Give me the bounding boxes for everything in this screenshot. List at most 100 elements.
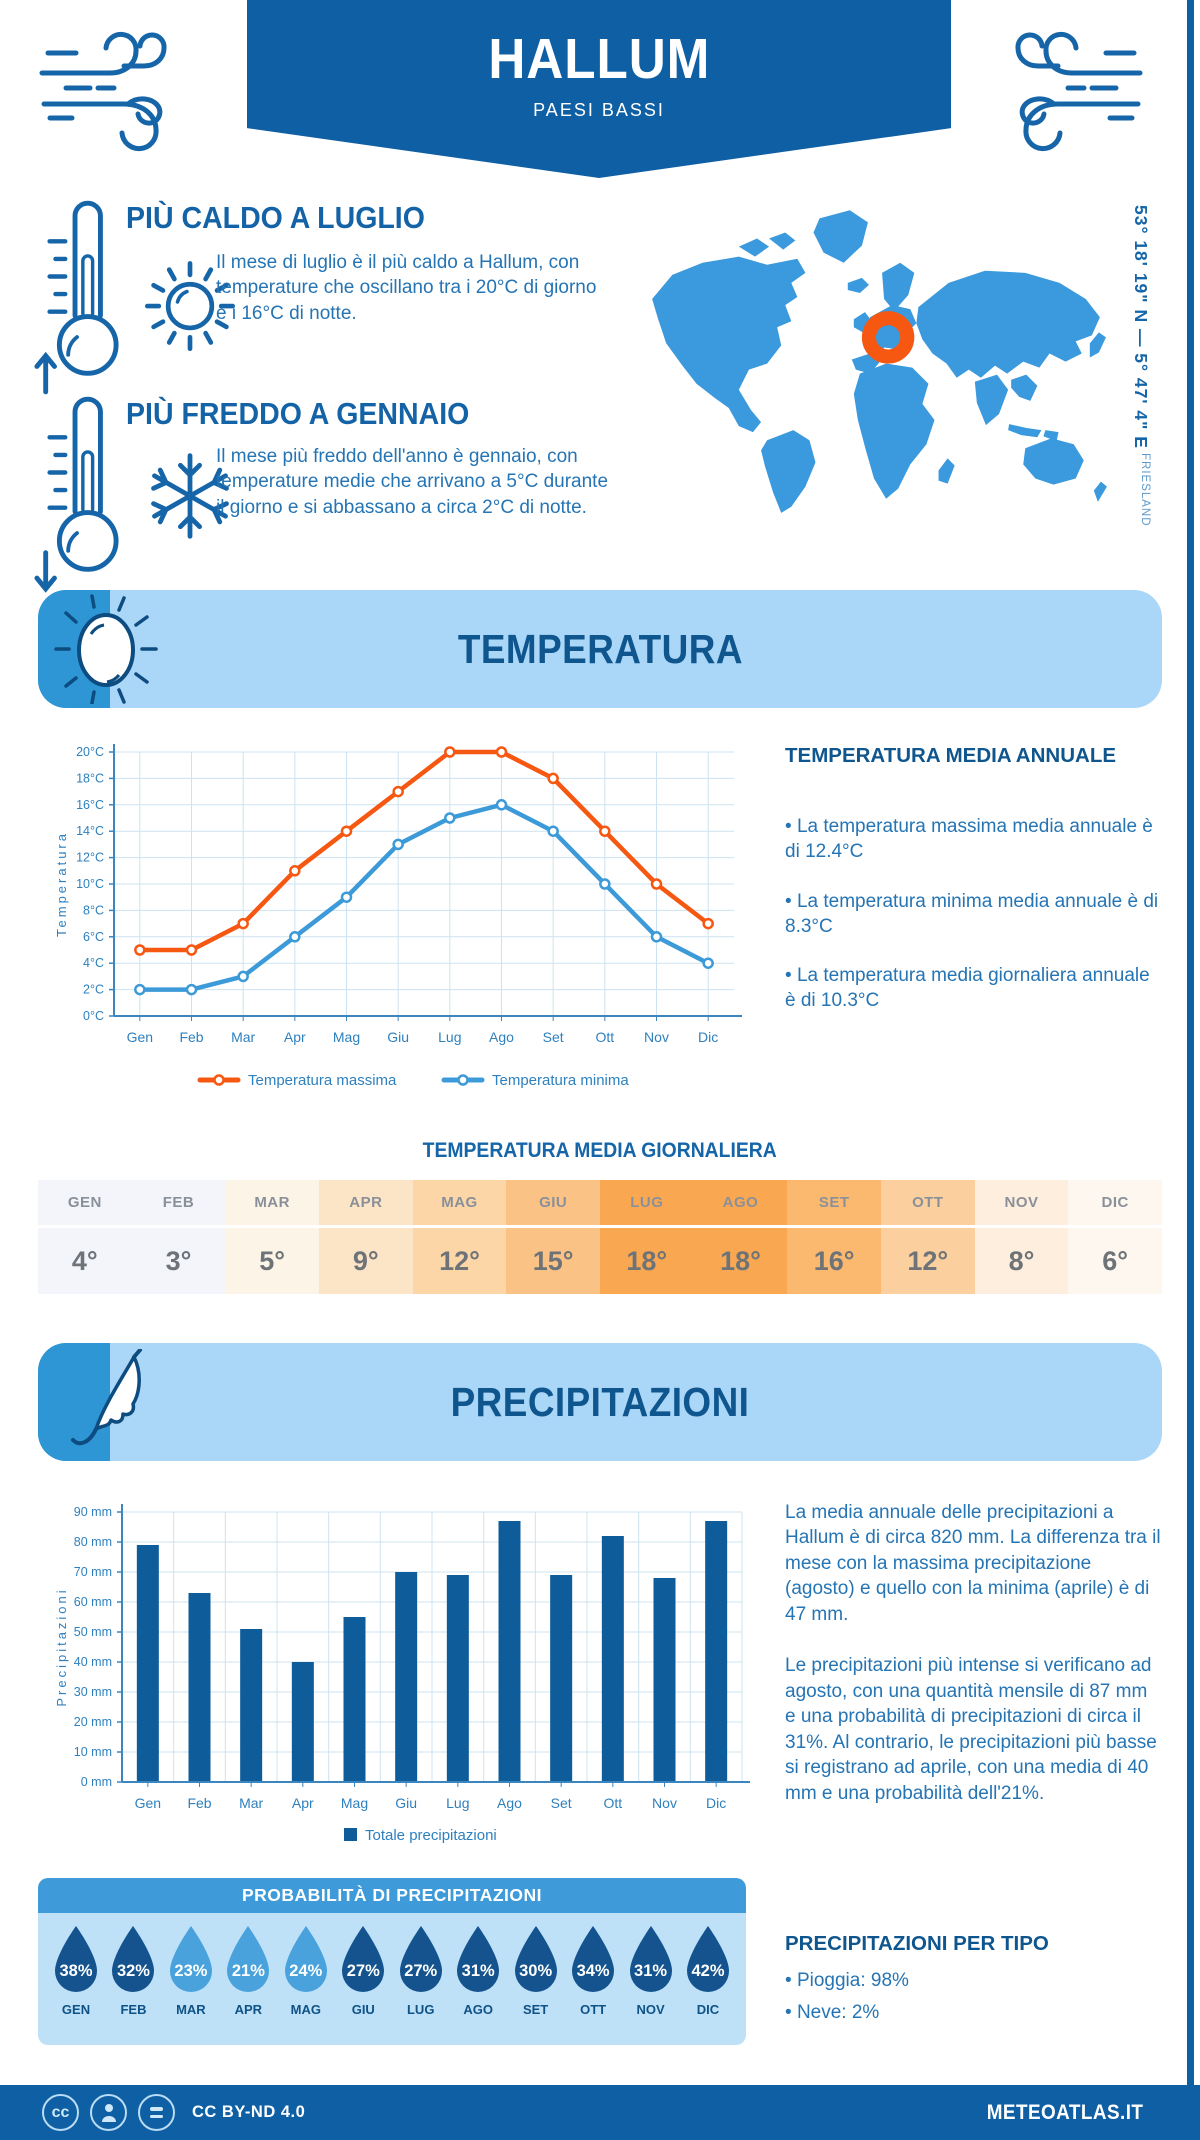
svg-text:Set: Set [543, 1029, 564, 1045]
droplet-month: DIC [696, 2002, 720, 2017]
table-month-header: GEN [38, 1180, 132, 1225]
svg-text:Ott: Ott [603, 1795, 622, 1811]
droplet-icon [629, 1926, 672, 1992]
droplet-icon [112, 1926, 155, 1992]
probability-droplet-item: 32% FEB [107, 1923, 159, 2045]
svg-text:Mag: Mag [341, 1795, 368, 1811]
svg-text:20 mm: 20 mm [74, 1715, 112, 1729]
per-tipo-bullet: Pioggia: 98% [785, 1970, 1155, 1992]
svg-text:30 mm: 30 mm [74, 1685, 112, 1699]
probability-droplet-item: 21% APR [222, 1923, 274, 2045]
table-month-header: MAG [412, 1180, 507, 1225]
table-month-header: FEB [131, 1180, 226, 1225]
droplet-month: SET [522, 2002, 549, 2017]
svg-text:Nov: Nov [652, 1795, 677, 1811]
header-banner: HALLUM PAESI BASSI [247, 0, 951, 178]
probability-droplet-item: 27% GIU [337, 1923, 389, 2045]
droplet-percent: 38% [59, 1962, 93, 1980]
per-tipo-title: PRECIPITAZIONI PER TIPO [785, 1932, 1049, 1955]
table-month-value: 18° [599, 1228, 694, 1294]
svg-text:Dic: Dic [698, 1029, 718, 1045]
droplet-percent: 27% [346, 1962, 380, 1980]
droplet-icon [342, 1926, 385, 1992]
sun-icon [145, 261, 235, 352]
warm-text: Il mese di luglio è il più caldo a Hallu… [216, 252, 597, 324]
cc-icon: cc [42, 2094, 79, 2131]
annual-temperature-column: TEMPERATURA MEDIA ANNUALE La temperatura… [785, 744, 1159, 1038]
annual-temperature-bullets: La temperatura massima media annuale è d… [785, 814, 1159, 1014]
license-icons: cc CC BY-ND 4.0 [42, 2094, 305, 2131]
annual-bullet: La temperatura minima media annuale è di… [785, 889, 1159, 940]
coordinates-block: 53° 18' 19" N — 5° 47' 4" E FRIESLAND [1130, 205, 1151, 545]
precipitation-paragraph: Le precipitazioni più intense si verific… [785, 1655, 1157, 1804]
svg-text:20°C: 20°C [76, 745, 104, 759]
svg-text:Dic: Dic [706, 1795, 726, 1811]
probability-droplet-item: 42% DIC [682, 1923, 734, 2045]
svg-text:70 mm: 70 mm [74, 1565, 112, 1579]
svg-text:Giu: Giu [387, 1029, 409, 1045]
attribution-person-icon [90, 2094, 127, 2131]
droplet-icon [55, 1926, 97, 1992]
svg-text:Giu: Giu [395, 1795, 417, 1811]
droplet-month: MAR [176, 2002, 206, 2017]
wind-icon [1015, 31, 1143, 151]
droplet-month: MAG [290, 2002, 321, 2017]
droplet-icon [514, 1926, 557, 1992]
droplet-percent: 23% [174, 1962, 208, 1980]
droplet-percent: 27% [404, 1962, 438, 1980]
svg-text:60 mm: 60 mm [74, 1595, 112, 1609]
svg-text:Nov: Nov [644, 1029, 669, 1045]
annual-temperature-title: TEMPERATURA MEDIA ANNUALE [785, 744, 1117, 767]
table-month-value: 8° [974, 1228, 1069, 1294]
svg-text:Apr: Apr [292, 1795, 314, 1811]
svg-text:40 mm: 40 mm [74, 1655, 112, 1669]
svg-text:Temperatura minima: Temperatura minima [492, 1072, 629, 1089]
annual-bullet: La temperatura massima media annuale è d… [785, 814, 1159, 865]
table-month-value: 12° [412, 1228, 507, 1294]
table-month-value: 18° [693, 1228, 788, 1294]
svg-text:Temperatura massima: Temperatura massima [248, 1072, 397, 1089]
svg-text:Mar: Mar [239, 1795, 263, 1811]
umbrella-banner-icon [71, 1349, 142, 1446]
droplet-icon [227, 1926, 270, 1992]
region-text: FRIESLAND [1139, 452, 1151, 527]
temperature-banner-title: TEMPERATURA [457, 625, 743, 672]
svg-text:0°C: 0°C [83, 1009, 104, 1023]
droplet-percent: 32% [116, 1962, 150, 1980]
table-month-header: APR [318, 1180, 413, 1225]
droplet-percent: 31% [461, 1962, 495, 1980]
per-tipo-bullet: Neve: 2% [785, 2002, 1155, 2024]
svg-text:Feb: Feb [187, 1795, 211, 1811]
droplet-icon [686, 1926, 729, 1992]
svg-text:Temperatura: Temperatura [54, 831, 69, 937]
probability-droplet-item: 31% NOV [625, 1923, 677, 2045]
table-month-header: LUG [599, 1180, 694, 1225]
page-subtitle: PAESI BASSI [533, 100, 665, 120]
precipitation-per-tipo: PRECIPITAZIONI PER TIPO Pioggia: 98% Nev… [785, 1932, 1155, 2034]
snowflake-icon [151, 453, 229, 539]
precipitation-text-column: La media annuale delle precipitazioni a … [785, 1500, 1162, 1832]
droplet-icon [399, 1926, 442, 1992]
table-month-value: 3° [131, 1228, 226, 1294]
svg-text:10 mm: 10 mm [74, 1745, 112, 1759]
droplet-month: NOV [636, 2002, 665, 2017]
table-month-value: 12° [880, 1228, 975, 1294]
probability-droplet-item: 27% LUG [395, 1923, 447, 2045]
droplet-month: GIU [351, 2002, 375, 2017]
sun-banner-icon [54, 594, 158, 704]
svg-text:Ago: Ago [497, 1795, 522, 1811]
precipitation-banner-title: PRECIPITAZIONI [450, 1378, 750, 1425]
svg-text:16°C: 16°C [76, 798, 104, 812]
droplet-month: AGO [463, 2002, 493, 2017]
droplet-percent: 30% [519, 1962, 553, 1980]
table-month-header: OTT [880, 1180, 975, 1225]
thermometer-up-icon [34, 200, 119, 395]
svg-text:0 mm: 0 mm [81, 1775, 112, 1789]
svg-text:2°C: 2°C [83, 983, 104, 997]
svg-text:Gen: Gen [127, 1029, 153, 1045]
daily-table-title: TEMPERATURA MEDIA GIORNALIERA [422, 1138, 778, 1162]
wind-icon [39, 31, 167, 151]
droplet-percent: 34% [576, 1962, 610, 1980]
precipitation-probability-block: PROBABILITÀ DI PRECIPITAZIONI 38% GEN 32% F… [38, 1878, 746, 2045]
